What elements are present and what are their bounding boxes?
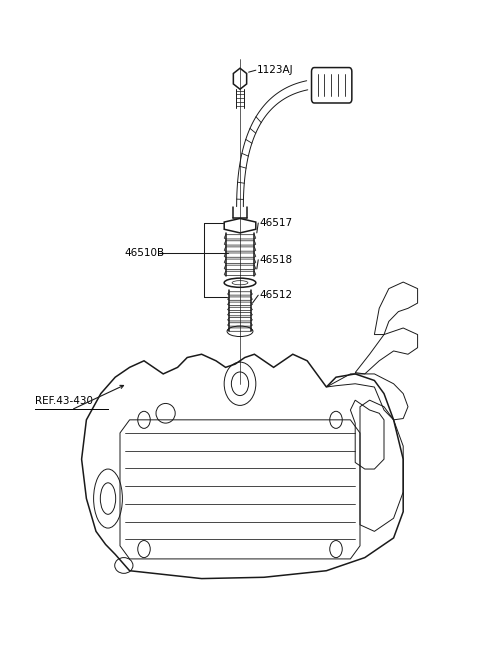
Text: 46510B: 46510B [125,247,165,258]
Text: REF.43-430: REF.43-430 [35,396,93,407]
Text: 1123AJ: 1123AJ [257,65,293,75]
Text: 46512: 46512 [259,290,292,300]
Text: 46518: 46518 [259,255,292,265]
Text: 46517: 46517 [259,218,292,228]
